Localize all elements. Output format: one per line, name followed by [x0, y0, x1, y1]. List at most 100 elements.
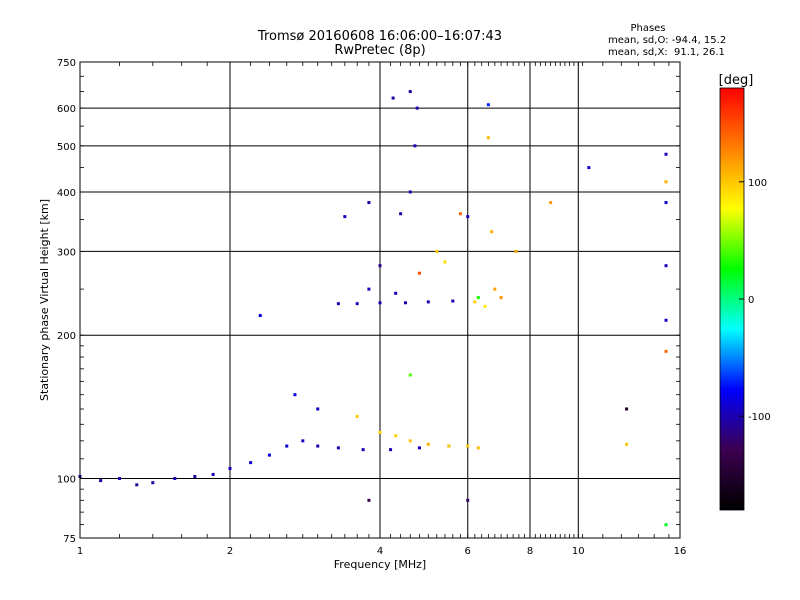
data-point — [486, 103, 490, 107]
data-point — [466, 444, 470, 448]
data-point — [249, 461, 253, 465]
y-tick-label: 75 — [63, 534, 76, 545]
data-point — [664, 180, 668, 184]
data-point — [408, 90, 412, 94]
data-point — [391, 96, 395, 100]
x-tick-label: 10 — [572, 546, 585, 557]
data-point — [458, 212, 462, 216]
data-point — [293, 393, 297, 397]
data-point — [664, 264, 668, 268]
data-point — [426, 442, 430, 446]
colorbar-tick-label: 100 — [748, 178, 767, 189]
data-point — [301, 439, 305, 443]
data-point — [447, 444, 451, 448]
data-point — [413, 144, 417, 148]
phases-summary: Phases mean, sd,O: -94.4, 15.2 mean, sd,… — [608, 23, 726, 58]
data-point — [490, 230, 494, 234]
phases-x-line: mean, sd,X: 91.1, 26.1 — [608, 47, 725, 58]
data-point — [549, 201, 553, 205]
data-point — [443, 260, 447, 264]
colorbar-tick-label: -100 — [748, 412, 771, 423]
y-tick-label: 750 — [57, 58, 76, 69]
data-point — [285, 444, 289, 448]
data-point — [367, 287, 371, 291]
colorbar-label: [deg] — [719, 73, 754, 88]
data-point — [355, 414, 359, 418]
x-tick-label: 1 — [77, 546, 83, 557]
plot-frame — [79, 61, 681, 539]
data-point — [664, 523, 668, 527]
data-point — [117, 477, 121, 481]
data-point — [476, 296, 480, 300]
data-point — [367, 201, 371, 205]
data-point — [514, 249, 518, 253]
data-point — [426, 300, 430, 304]
data-point — [417, 271, 421, 275]
y-tick-label: 200 — [57, 331, 76, 342]
colorbar-tick-label: 0 — [748, 295, 754, 306]
chart-title: Tromsø 20160608 16:06:00–16:07:43 — [257, 29, 502, 44]
data-point — [336, 302, 340, 306]
data-point — [473, 300, 477, 304]
data-point — [228, 466, 232, 470]
y-tick-label: 600 — [57, 104, 76, 115]
data-point — [378, 301, 382, 305]
data-point — [415, 106, 419, 110]
data-point — [378, 264, 382, 268]
data-point — [361, 448, 365, 452]
phases-title: Phases — [630, 23, 665, 34]
data-point — [408, 439, 412, 443]
data-point — [173, 477, 177, 481]
x-tick-label: 8 — [527, 546, 533, 557]
data-point — [466, 215, 470, 219]
x-axis-label: Frequency [MHz] — [334, 558, 426, 571]
data-point — [625, 442, 629, 446]
data-point — [664, 201, 668, 205]
data-point — [664, 152, 668, 156]
x-tick-label: 6 — [465, 546, 471, 557]
data-point — [476, 446, 480, 450]
data-point — [466, 498, 470, 502]
data-point — [403, 301, 407, 305]
data-point — [211, 472, 215, 476]
x-tick-label: 2 — [227, 546, 233, 557]
data-point — [389, 448, 393, 452]
y-axis-label: Stationary phase Virtual Height [km] — [38, 199, 51, 401]
data-point — [355, 302, 359, 306]
data-point — [587, 166, 591, 170]
data-point — [664, 318, 668, 322]
data-point — [486, 136, 490, 140]
data-point — [135, 483, 139, 487]
data-point — [394, 291, 398, 295]
data-point — [378, 430, 382, 434]
data-point — [258, 314, 262, 318]
data-point — [493, 287, 497, 291]
data-point — [316, 407, 320, 411]
y-tick-label: 300 — [57, 247, 76, 258]
data-points — [78, 90, 668, 527]
chart-subtitle: RwPretec (8p) — [334, 43, 425, 58]
data-point — [99, 479, 103, 483]
data-point — [316, 444, 320, 448]
data-point — [451, 299, 455, 303]
data-point — [343, 215, 347, 219]
data-point — [625, 407, 629, 411]
data-point — [193, 474, 197, 478]
colorbar-ticks: 100 0 -100 — [739, 178, 771, 423]
x-tick-label: 4 — [377, 546, 383, 557]
data-point — [408, 373, 412, 377]
y-tick-label: 100 — [57, 475, 76, 486]
data-point — [408, 190, 412, 194]
data-point — [367, 498, 371, 502]
x-tick-labels: 1 2 4 6 8 10 16 — [77, 546, 687, 557]
data-point — [417, 446, 421, 450]
y-tick-label: 500 — [57, 142, 76, 153]
data-point — [267, 453, 271, 457]
data-point — [151, 481, 155, 485]
grid-lines — [80, 62, 680, 538]
x-tick-label: 16 — [674, 546, 687, 557]
data-point — [499, 296, 503, 300]
y-tick-labels: 75 100 200 300 400 500 600 750 — [57, 58, 76, 545]
data-point — [483, 304, 487, 308]
